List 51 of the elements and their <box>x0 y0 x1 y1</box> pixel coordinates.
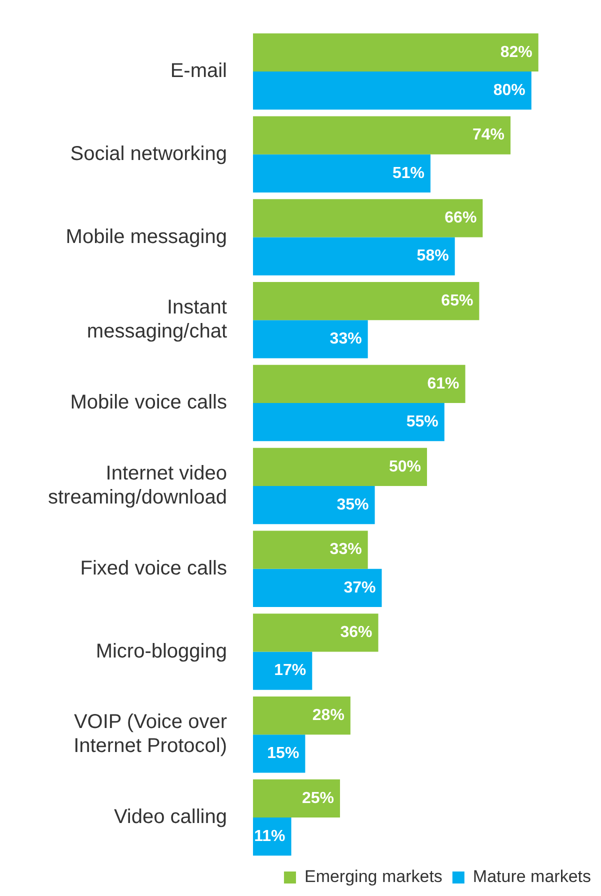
data-label: 15% <box>267 745 300 762</box>
data-label: 80% <box>493 82 526 99</box>
data-label: 11% <box>254 828 286 846</box>
legend-label: Mature markets <box>472 867 592 886</box>
data-label: 28% <box>312 706 344 724</box>
bar <box>252 199 483 238</box>
bar <box>252 530 368 569</box>
y-tick-label: VOIP (Voice over Internet Protocol) <box>74 711 228 758</box>
bar <box>252 71 532 110</box>
y-tick-label: Fixed voice calls <box>80 557 227 580</box>
data-label: 36% <box>340 624 372 642</box>
bar <box>252 448 427 486</box>
data-label: 65% <box>441 292 474 310</box>
bar <box>252 237 455 276</box>
y-tick-label: Micro-blogging <box>96 640 227 662</box>
bar <box>252 568 382 607</box>
data-label: 25% <box>302 790 334 807</box>
y-tick-label: Video calling <box>114 806 227 828</box>
y-tick-label: Instant messaging/chat <box>86 296 228 343</box>
data-label: 58% <box>416 248 449 265</box>
bar <box>252 33 538 72</box>
y-tick-label: Social networking <box>70 142 227 165</box>
data-label: 33% <box>330 330 362 348</box>
data-label: 17% <box>274 662 306 680</box>
y-tick-label: Internet video streaming/download <box>48 462 227 508</box>
data-label: 35% <box>336 496 369 514</box>
data-label: 55% <box>406 414 438 431</box>
bar <box>252 652 312 690</box>
data-label: 37% <box>344 579 376 596</box>
legend-label: Emerging markets <box>304 867 442 886</box>
bar <box>252 282 480 320</box>
bar <box>252 364 466 404</box>
y-tick-label: Mobile messaging <box>66 226 227 248</box>
y-tick-label: Mobile voice calls <box>70 392 227 414</box>
data-label: 74% <box>472 126 505 144</box>
data-label: 66% <box>444 210 477 227</box>
bar <box>252 779 340 818</box>
bar <box>252 403 444 442</box>
data-label: 51% <box>392 164 424 182</box>
data-label: 82% <box>500 44 532 61</box>
data-label: 61% <box>427 375 460 392</box>
y-tick-label: E-mail <box>170 60 227 82</box>
bar <box>252 486 375 524</box>
bar <box>252 116 511 154</box>
bar <box>252 320 368 358</box>
data-label: 50% <box>388 458 421 476</box>
bar <box>252 154 430 192</box>
bar <box>252 614 378 652</box>
data-label: 33% <box>330 541 362 558</box>
bar <box>252 696 350 735</box>
bar <box>252 734 306 773</box>
